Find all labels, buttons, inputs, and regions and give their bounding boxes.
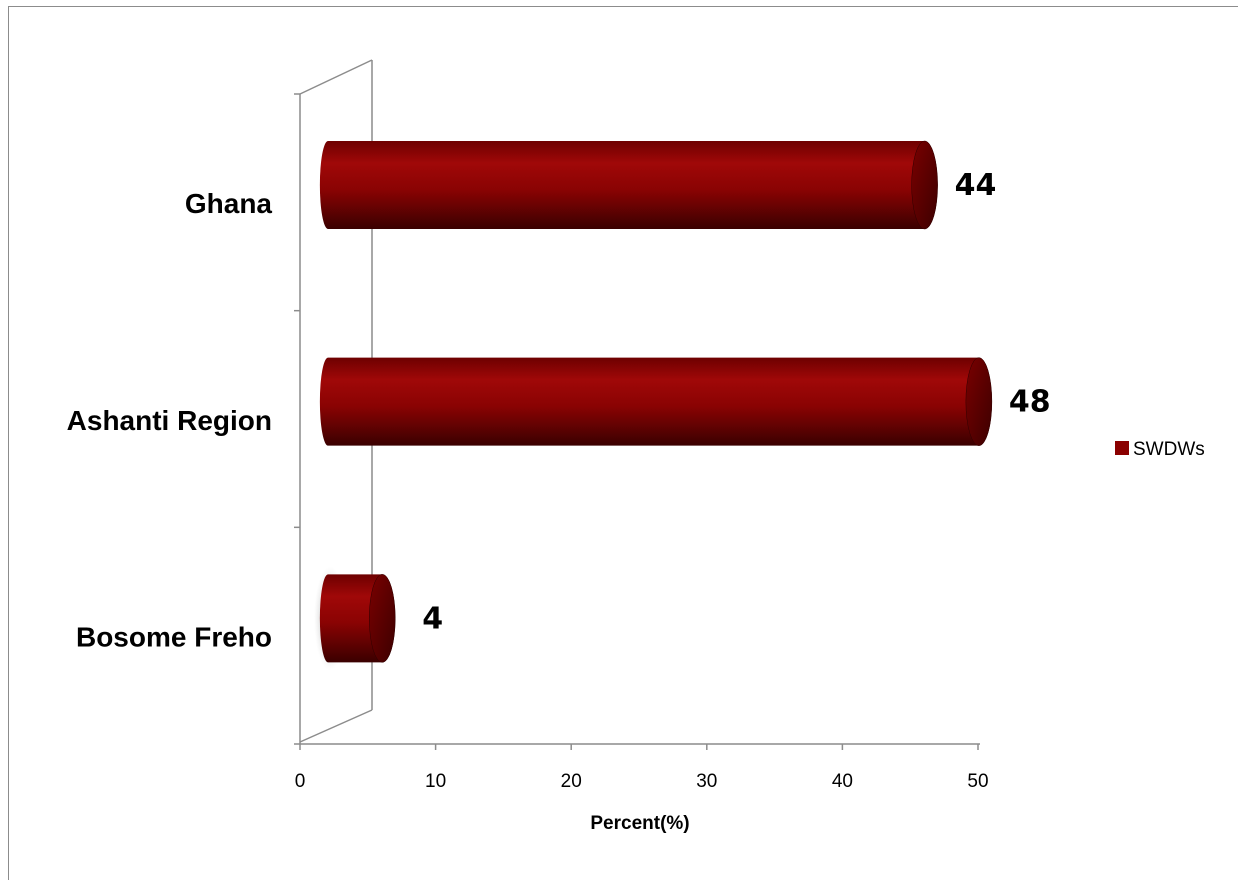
legend-label-swdws: SWDWs — [1133, 439, 1205, 460]
tick-label-20: 20 — [561, 771, 582, 792]
tick-label-40: 40 — [832, 771, 853, 792]
back-wall-bottom-edge — [299, 709, 373, 743]
data-label-bosome-freho: 4 — [422, 601, 443, 636]
bar-end-cap — [911, 140, 938, 230]
back-wall-top-edge — [299, 59, 373, 95]
bars — [314, 140, 993, 671]
value-ticks — [299, 744, 979, 750]
data-labels: 44 48 4 — [422, 168, 1050, 636]
tick-label-50: 50 — [967, 771, 988, 792]
tick-label-30: 30 — [696, 771, 717, 792]
bar-bosome-freho — [314, 566, 396, 671]
data-label-ghana: 44 — [955, 168, 997, 203]
bar-ashanti-region — [319, 357, 993, 446]
legend: SWDWs — [1115, 439, 1205, 460]
tick-label-10: 10 — [425, 771, 446, 792]
bar-ghana — [319, 140, 938, 230]
x-axis-title: Percent(%) — [590, 813, 689, 834]
value-tick-labels: 0 10 20 30 40 50 — [295, 771, 989, 792]
category-label-ghana: Ghana — [185, 188, 273, 219]
legend-swatch — [1115, 441, 1129, 455]
category-ticks — [294, 93, 300, 745]
bar-end-cap — [368, 574, 396, 663]
data-label-ashanti-region: 48 — [1009, 385, 1051, 420]
bar-body — [319, 141, 938, 229]
category-label-bosome-freho: Bosome Freho — [76, 622, 272, 653]
bar-body — [319, 357, 992, 446]
category-label-ashanti-region: Ashanti Region — [67, 405, 272, 436]
category-labels: Ghana Ashanti Region Bosome Freho — [67, 188, 273, 652]
bar-end-cap — [965, 357, 993, 446]
tick-label-0: 0 — [295, 771, 306, 792]
